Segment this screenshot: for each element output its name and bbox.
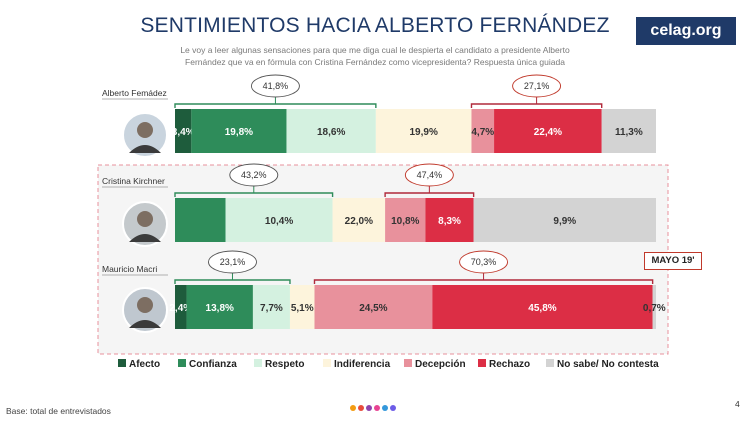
subtitle-line-1: Le voy a leer algunas sensaciones para q… bbox=[180, 45, 570, 55]
bar-segment bbox=[332, 198, 386, 242]
data-label: 10,8% bbox=[391, 216, 419, 227]
date-badge: MAYO 19' bbox=[644, 252, 702, 270]
data-label: 13,8% bbox=[206, 303, 234, 314]
data-label: 19,8% bbox=[225, 127, 253, 138]
bar-segment bbox=[425, 198, 474, 242]
bar-segment bbox=[286, 109, 376, 153]
legend-label: Rechazo bbox=[489, 359, 530, 370]
bar-segment bbox=[186, 285, 253, 329]
data-label: 11,3% bbox=[615, 127, 643, 138]
candidate-photo-body bbox=[129, 145, 161, 153]
legend-label: Confianza bbox=[189, 359, 237, 370]
legend-label: Afecto bbox=[129, 359, 160, 370]
legend-swatch bbox=[178, 359, 186, 367]
category-label: Cristina Kirchner bbox=[102, 176, 165, 186]
page-number: 4 bbox=[735, 399, 740, 409]
data-label: 24,5% bbox=[359, 303, 387, 314]
legend-label: No sabe/ No contesta bbox=[557, 359, 659, 370]
legend-swatch bbox=[478, 359, 486, 367]
negative-bracket bbox=[470, 103, 603, 108]
legend-swatch bbox=[404, 359, 412, 367]
bar-segment bbox=[289, 285, 315, 329]
data-label: 3,4% bbox=[172, 127, 195, 138]
bar-segment bbox=[314, 285, 433, 329]
legend-label: Decepción bbox=[415, 359, 466, 370]
data-label: 9,9% bbox=[553, 216, 576, 227]
candidate-photo-face bbox=[137, 297, 153, 313]
data-label: 0,7% bbox=[643, 303, 666, 314]
legend-swatch bbox=[254, 359, 262, 367]
positive-bracket bbox=[174, 103, 377, 108]
data-label: 45,8% bbox=[528, 303, 556, 314]
bar-segment bbox=[494, 109, 602, 153]
candidate-photo-body bbox=[129, 320, 161, 328]
negative-total: 70,3% bbox=[471, 257, 497, 267]
legend-label: Respeto bbox=[265, 359, 304, 370]
dot-orange bbox=[350, 405, 356, 411]
legend-swatch bbox=[118, 359, 126, 367]
chart-title: SENTIMIENTOS HACIA ALBERTO FERNÁNDEZ bbox=[140, 14, 610, 37]
legend-swatch bbox=[546, 359, 554, 367]
negative-total: 27,1% bbox=[524, 81, 550, 91]
base-note: Base: total de entrevistados bbox=[6, 406, 111, 416]
candidate-photo-face bbox=[137, 211, 153, 227]
bar-segment bbox=[191, 109, 287, 153]
bar-segment bbox=[471, 109, 495, 153]
candidate-photo-body bbox=[129, 234, 161, 242]
bar-segment bbox=[601, 109, 656, 153]
data-label: 18,6% bbox=[317, 127, 345, 138]
bar-segment bbox=[385, 198, 426, 242]
dot-violet bbox=[390, 405, 396, 411]
bar-segment bbox=[652, 285, 656, 329]
data-label: 22,0% bbox=[345, 216, 373, 227]
positive-total: 43,2% bbox=[241, 170, 267, 180]
negative-total-bubble bbox=[512, 74, 562, 98]
bar-segment bbox=[175, 198, 226, 242]
data-label: 5,1% bbox=[291, 303, 314, 314]
chart-subtitle: Le voy a leer algunas sensaciones para q… bbox=[180, 44, 570, 68]
positive-total-bubble bbox=[229, 163, 279, 187]
positive-total: 23,1% bbox=[220, 257, 246, 267]
negative-total-bubble bbox=[404, 163, 454, 187]
category-label: Mauricio Macri bbox=[102, 264, 157, 274]
dot-purple bbox=[366, 405, 372, 411]
negative-total: 47,4% bbox=[417, 170, 443, 180]
bar-segment bbox=[225, 198, 333, 242]
bar-segment bbox=[375, 109, 472, 153]
bar-segment bbox=[473, 198, 656, 242]
dot-blue bbox=[382, 405, 388, 411]
negative-total-bubble bbox=[459, 250, 509, 274]
data-label: 10,4% bbox=[265, 216, 293, 227]
data-label: 4,7% bbox=[471, 127, 494, 138]
data-label: 8,3% bbox=[438, 216, 461, 227]
bar-segment bbox=[175, 109, 192, 153]
decorative-dots bbox=[350, 405, 396, 411]
data-label: 22,4% bbox=[534, 127, 562, 138]
celag-logo: celag.org bbox=[636, 17, 736, 45]
bar-segment bbox=[432, 285, 653, 329]
candidate-photo-face bbox=[137, 122, 153, 138]
legend-label: Indiferencia bbox=[334, 359, 391, 370]
bar-segment bbox=[252, 285, 290, 329]
data-label: 19,9% bbox=[409, 127, 437, 138]
positive-total-bubble bbox=[250, 74, 300, 98]
data-label: 2,4% bbox=[169, 303, 192, 314]
dot-pink bbox=[374, 405, 380, 411]
positive-total: 41,8% bbox=[263, 81, 289, 91]
legend-swatch bbox=[323, 359, 331, 367]
bar-segment bbox=[175, 285, 187, 329]
category-label: Alberto Femádez bbox=[102, 88, 167, 98]
data-label: 7,7% bbox=[260, 303, 283, 314]
subtitle-line-2: Fernández que va en fórmula con Cristina… bbox=[185, 57, 565, 67]
dot-red bbox=[358, 405, 364, 411]
positive-total-bubble bbox=[208, 250, 257, 274]
